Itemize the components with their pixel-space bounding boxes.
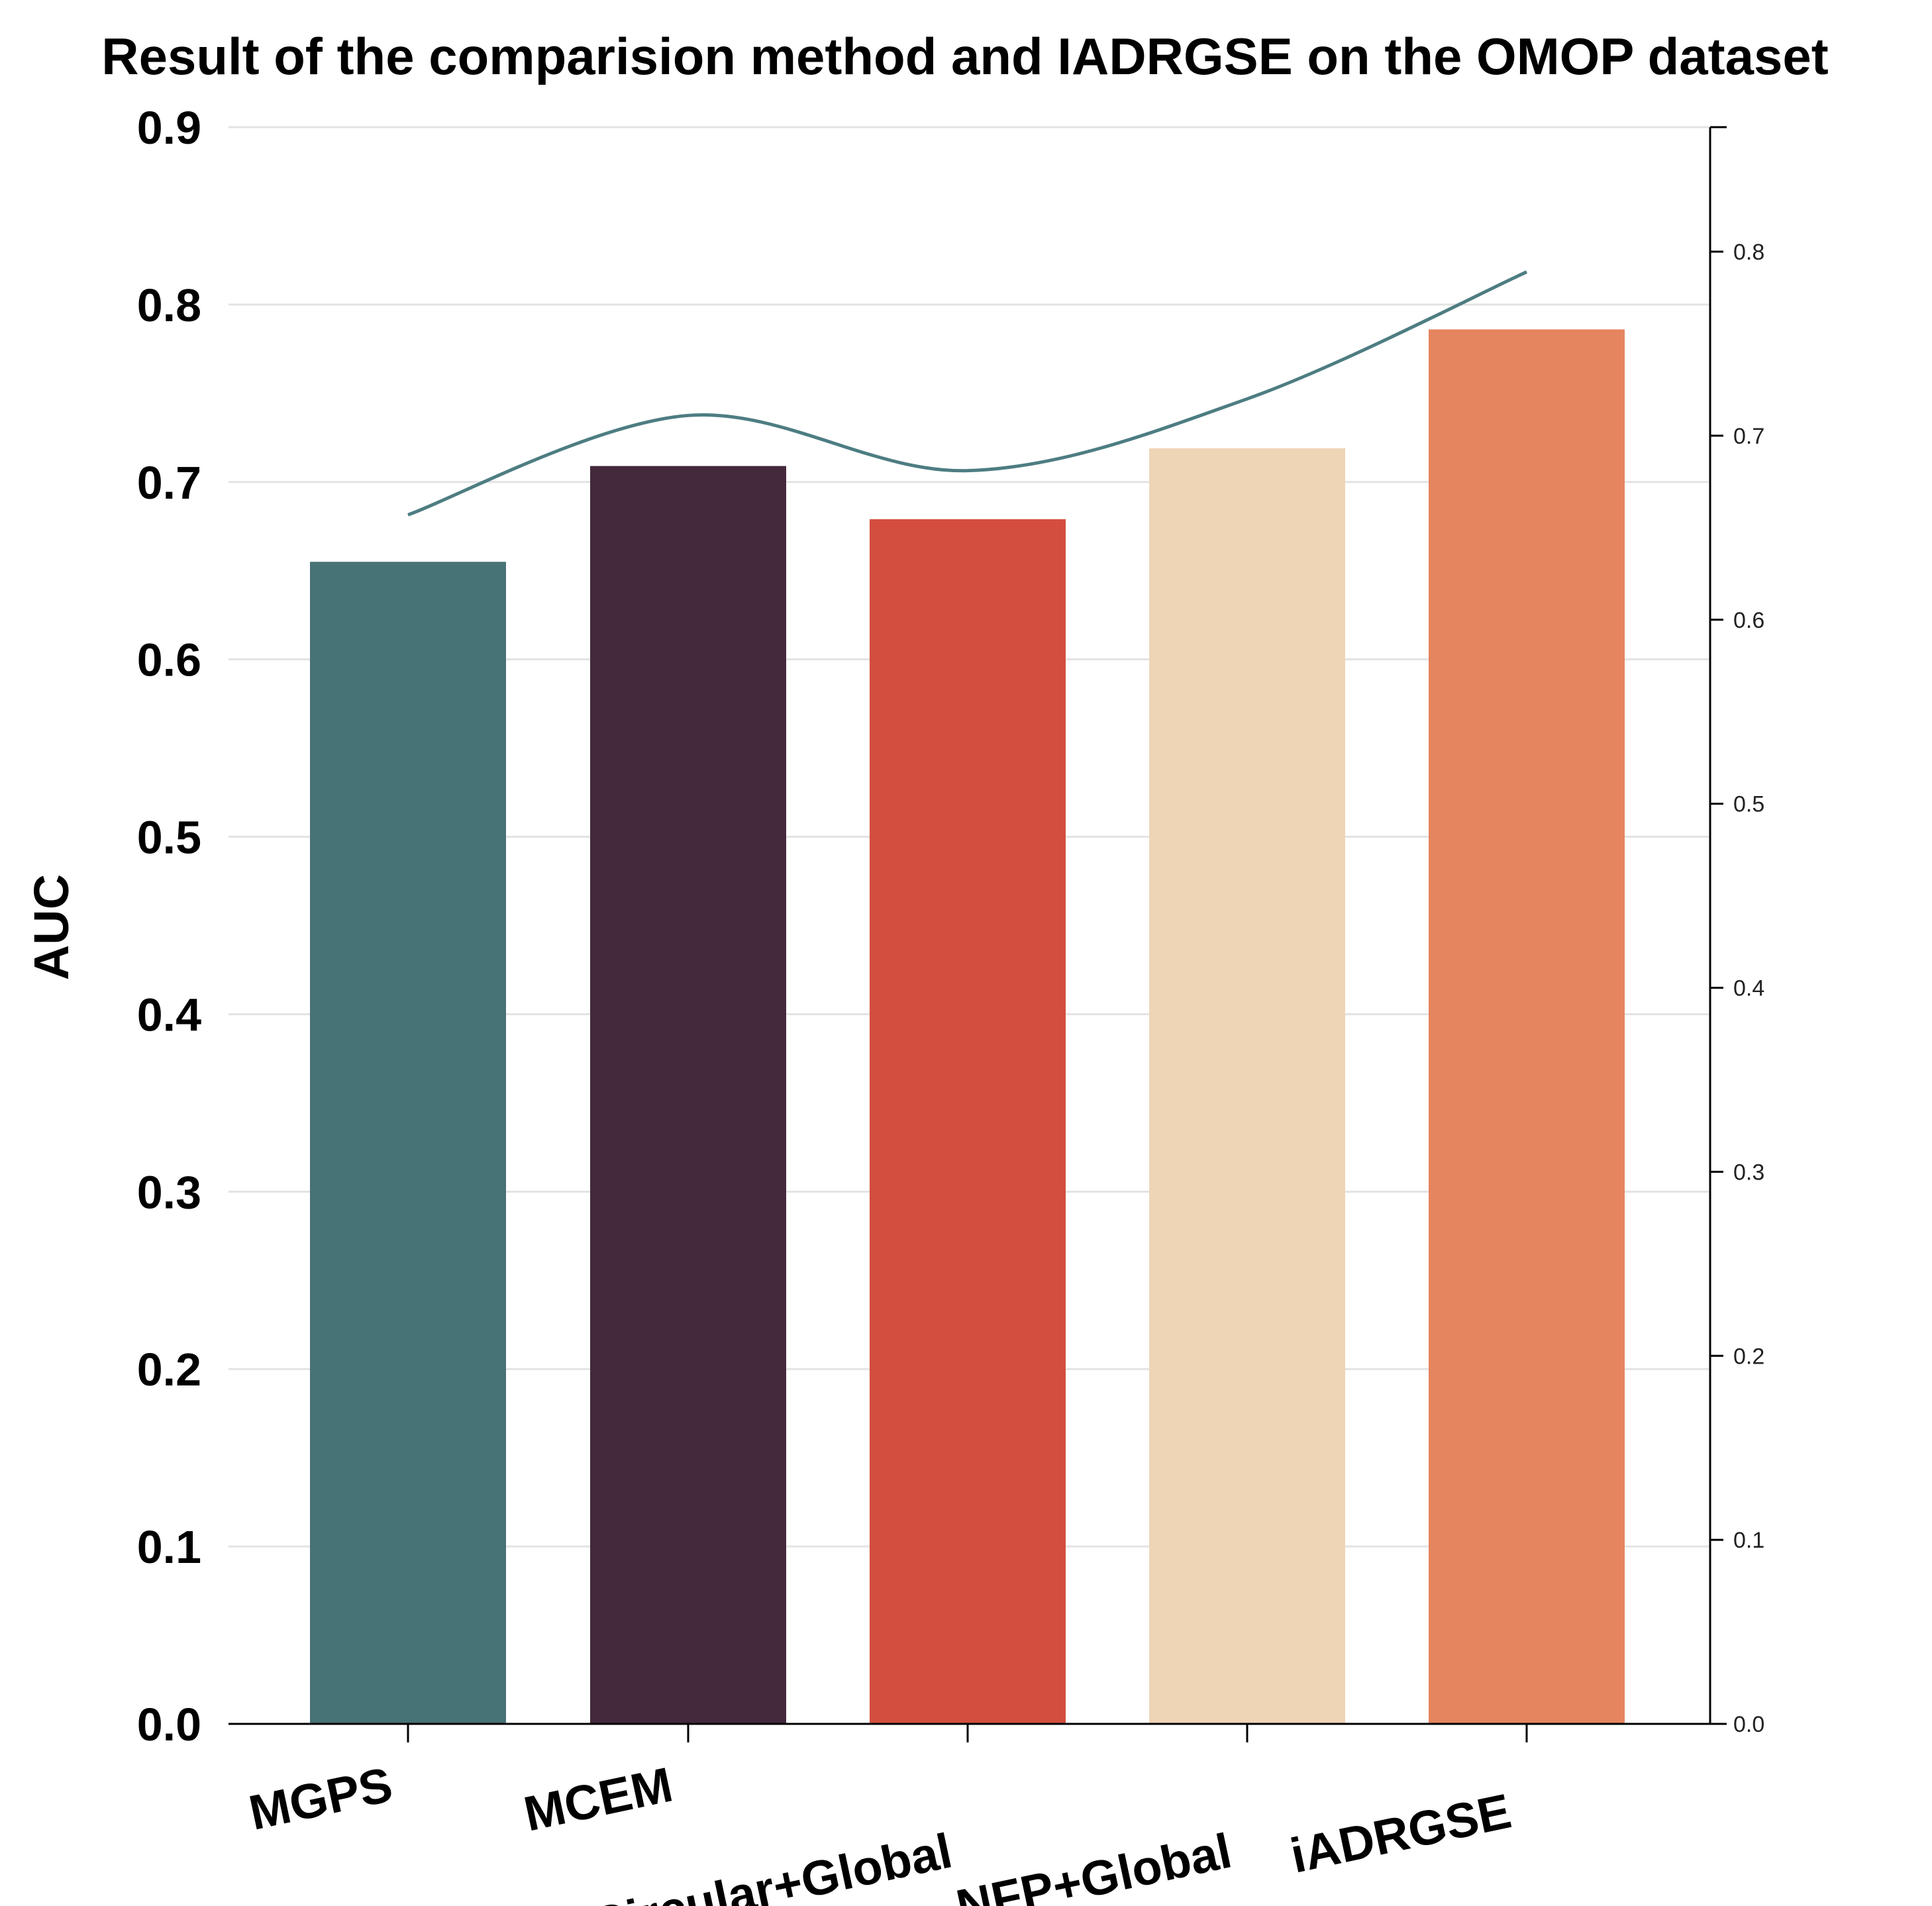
right-y-tick-label: 0.7: [1733, 424, 1764, 449]
y-tick-label: 0.9: [137, 102, 201, 154]
y-tick-label: 0.5: [137, 812, 201, 864]
right-y-tick-label: 0.0: [1733, 1712, 1764, 1737]
y-tick-label: 0.1: [137, 1521, 201, 1573]
x-tick-label: MCEM: [519, 1756, 677, 1841]
right-y-ticks: 0.0 0.1 0.2 0.3 0.4 0.5 0.6 0.7 0.8: [1710, 240, 1764, 1737]
x-tick-label: NFP+Global: [952, 1823, 1237, 1906]
x-tick-label: iADRGSE: [1286, 1783, 1515, 1883]
bar-mgps: [310, 562, 506, 1724]
bar-circular-global: [870, 519, 1066, 1724]
bars: [310, 329, 1625, 1725]
left-y-ticks: 0.0 0.1 0.2 0.3 0.4 0.5 0.6 0.7 0.8 0.9: [137, 102, 201, 1750]
right-y-tick-label: 0.4: [1733, 976, 1764, 1001]
trend-line-path: [407, 270, 1528, 517]
right-y-tick-label: 0.2: [1733, 1344, 1764, 1369]
chart-title: Result of the comparision method and IAD…: [101, 27, 1829, 85]
bar-nfp-global: [1149, 448, 1345, 1724]
axes: [229, 126, 1727, 1725]
y-tick-label: 0.8: [137, 279, 201, 331]
y-axis-label: AUC: [24, 874, 79, 980]
right-y-tick-label: 0.3: [1733, 1160, 1764, 1185]
trend-line: [407, 270, 1528, 517]
right-y-tick-label: 0.5: [1733, 792, 1764, 817]
y-tick-label: 0.7: [137, 457, 201, 509]
right-y-tick-label: 0.1: [1733, 1528, 1764, 1553]
right-y-tick-label: 0.8: [1733, 240, 1764, 265]
y-tick-label: 0.3: [137, 1166, 201, 1218]
y-tick-label: 0.0: [137, 1699, 201, 1750]
x-tick-label: MGPS: [244, 1756, 397, 1840]
right-y-tick-label: 0.6: [1733, 608, 1764, 633]
x-tick-label: Circular+Global: [587, 1823, 956, 1906]
y-tick-label: 0.4: [137, 989, 201, 1040]
y-tick-label: 0.6: [137, 634, 201, 686]
bar-iadrgse: [1429, 329, 1625, 1725]
bar-mcem: [590, 466, 786, 1725]
y-tick-label: 0.2: [137, 1344, 201, 1395]
